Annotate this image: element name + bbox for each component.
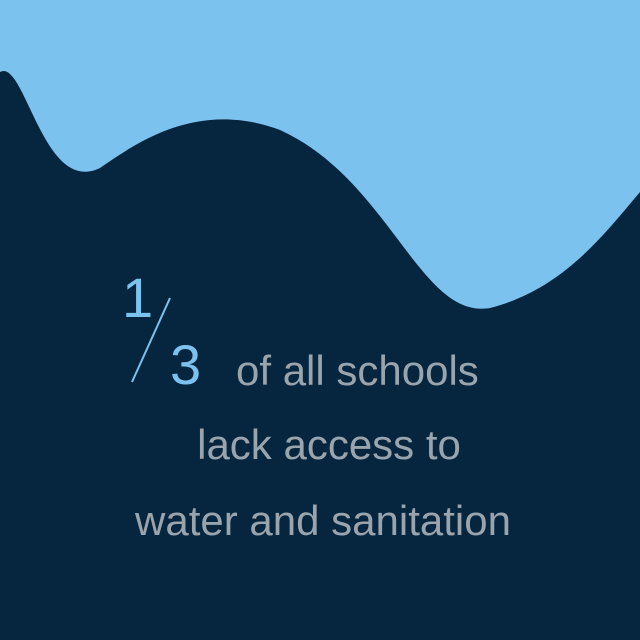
fraction-slash	[131, 297, 171, 383]
statement-line-3: water and sanitation	[135, 497, 511, 544]
statement-line-1: of all schools	[236, 347, 479, 394]
fraction-numerator: 1	[122, 266, 154, 329]
fraction-denominator: 3	[170, 333, 202, 396]
wave-fill	[0, 0, 640, 309]
statement-line-2: lack access to	[197, 421, 461, 468]
